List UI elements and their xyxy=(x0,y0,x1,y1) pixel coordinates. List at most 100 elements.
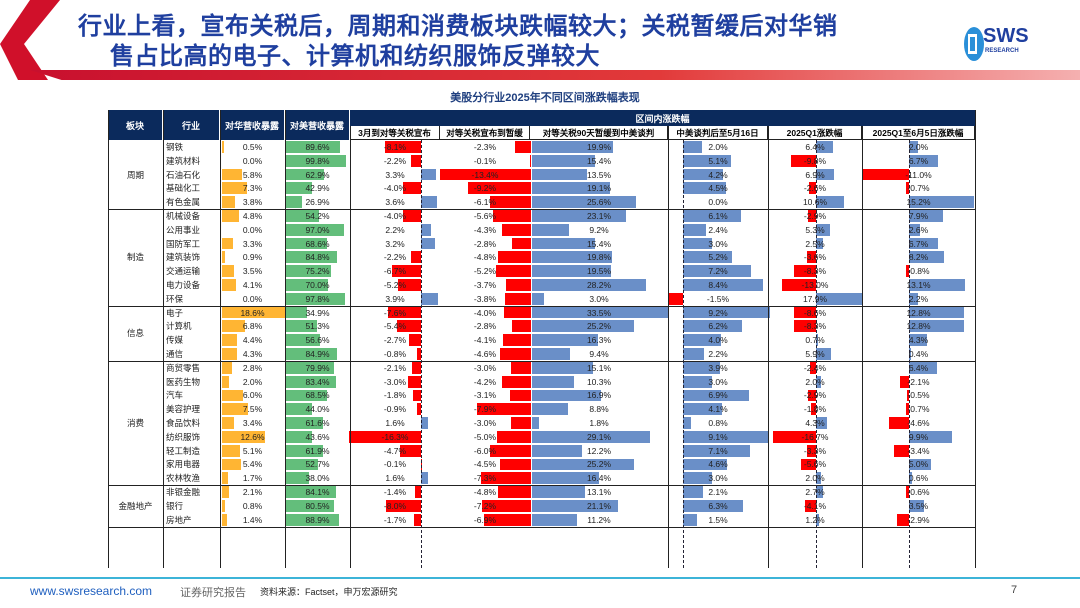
value-cell: 4.3% xyxy=(242,348,263,359)
value-bar xyxy=(349,430,421,443)
value-cell: 6.2% xyxy=(708,321,728,332)
value-bar xyxy=(683,141,702,153)
value-cell: 6.0% xyxy=(242,390,263,401)
value-cell: 3.0% xyxy=(708,238,728,249)
value-cell: 42.9% xyxy=(305,183,330,194)
value-bar xyxy=(909,223,921,236)
value-cell: -2.6% xyxy=(803,183,827,194)
value-bar xyxy=(909,430,952,443)
value-cell: -11.0% xyxy=(905,169,932,180)
value-cell: 6.4% xyxy=(908,362,929,373)
value-cell: 1.6% xyxy=(385,418,405,429)
value-bar xyxy=(909,196,975,209)
page-title: 行业上看，宣布关税后，周期和消费板块跌幅较大；关税暂缓后对华销 售占比高的电子、… xyxy=(78,12,838,72)
value-bar xyxy=(683,417,691,429)
industry-name: 通信 xyxy=(166,348,184,359)
value-cell: 33.5% xyxy=(586,307,612,318)
value-bar xyxy=(484,513,531,526)
sector-label: 周期 xyxy=(126,169,144,180)
value-bar xyxy=(530,154,531,167)
value-bar xyxy=(909,472,912,485)
value-bar xyxy=(816,223,830,236)
value-bar xyxy=(286,223,345,236)
value-cell: -4.3% xyxy=(473,224,497,235)
value-cell: 6.1% xyxy=(708,210,728,221)
footer-website-link[interactable]: www.swsresearch.com xyxy=(30,584,153,598)
value-bar xyxy=(509,389,531,402)
value-bar xyxy=(286,486,337,498)
value-cell: 61.9% xyxy=(305,445,330,456)
value-cell: -7.6% xyxy=(383,307,407,318)
value-cell: 1.6% xyxy=(385,473,405,484)
value-bar xyxy=(668,292,683,305)
value-cell: 83.4% xyxy=(305,376,330,387)
industry-name: 钢铁 xyxy=(166,141,184,152)
value-bar xyxy=(532,444,582,457)
value-cell: 7.3% xyxy=(242,183,263,194)
value-cell: 19.9% xyxy=(586,141,612,152)
value-bar xyxy=(808,389,816,402)
value-bar xyxy=(403,210,421,222)
industry-name: 农林牧渔 xyxy=(166,473,201,484)
value-cell: 10.3% xyxy=(586,376,612,387)
value-cell: -3.3% xyxy=(803,445,827,456)
value-cell: -3.0% xyxy=(383,376,407,387)
column-divider xyxy=(350,126,351,568)
value-cell: -2.3% xyxy=(473,141,497,152)
value-cell: 1.5% xyxy=(708,514,728,525)
value-bar xyxy=(683,168,723,181)
value-bar xyxy=(286,375,337,388)
value-bar xyxy=(683,237,712,250)
value-cell: 2.4% xyxy=(708,224,728,235)
value-bar xyxy=(532,279,647,291)
value-bar xyxy=(861,168,909,181)
value-cell: 6.3% xyxy=(708,500,728,511)
value-cell: -2.1% xyxy=(383,362,407,373)
value-bar xyxy=(532,182,610,195)
value-bar xyxy=(816,513,820,526)
value-bar xyxy=(816,196,844,209)
value-cell: 3.3% xyxy=(385,169,405,180)
value-bar xyxy=(794,265,816,278)
industry-name: 房地产 xyxy=(166,514,192,525)
value-bar xyxy=(286,237,328,250)
value-bar xyxy=(398,279,421,291)
value-cell: -8.6% xyxy=(803,307,827,318)
value-cell: 2.0% xyxy=(805,473,825,484)
value-cell: 6.4% xyxy=(805,141,825,152)
value-bar xyxy=(222,361,232,374)
column-header: 板块 xyxy=(108,110,163,140)
group-divider xyxy=(108,485,975,487)
value-bar xyxy=(532,265,612,278)
value-cell: -8.0% xyxy=(383,500,407,511)
value-bar xyxy=(816,168,834,181)
value-bar xyxy=(286,403,313,416)
value-bar xyxy=(532,237,595,250)
value-cell: 5.2% xyxy=(708,252,728,263)
value-cell: 3.5% xyxy=(908,500,929,511)
value-bar xyxy=(816,486,824,498)
value-cell: 89.6% xyxy=(305,141,330,152)
value-cell: -1.8% xyxy=(383,390,407,401)
value-bar xyxy=(421,223,431,236)
value-cell: 16.9% xyxy=(586,390,612,401)
sector-label: 制造 xyxy=(126,252,144,263)
value-cell: 5.1% xyxy=(708,155,728,166)
value-cell: -2.9% xyxy=(803,210,827,221)
value-cell: -0.5% xyxy=(907,390,930,401)
value-bar xyxy=(286,279,328,291)
value-bar xyxy=(532,348,571,360)
value-cell: 99.8% xyxy=(305,155,330,166)
value-cell: -4.1% xyxy=(473,335,497,346)
value-cell: 97.8% xyxy=(305,293,330,304)
value-cell: -1.7% xyxy=(383,514,407,525)
value-cell: -4.0% xyxy=(473,307,497,318)
value-bar xyxy=(222,430,266,443)
value-bar xyxy=(421,472,429,485)
value-bar xyxy=(909,237,938,250)
sws-logo-icon xyxy=(964,27,984,61)
value-cell: 3.9% xyxy=(708,362,728,373)
industry-name: 传媒 xyxy=(166,335,184,346)
value-cell: 2.0% xyxy=(805,376,825,387)
value-bar xyxy=(532,154,595,167)
